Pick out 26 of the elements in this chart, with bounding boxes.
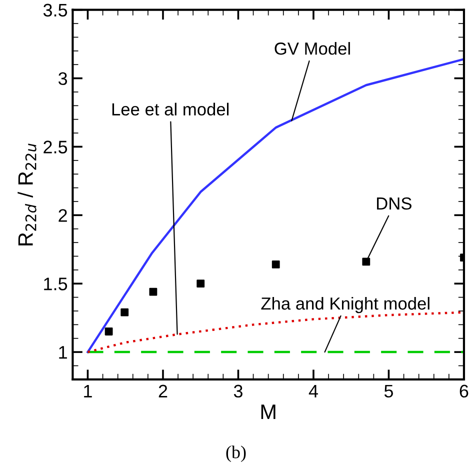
y-axis-title: R$_{22d}$ / R$_{22u}$ — [18, 144, 36, 246]
x-tick-label: 4 — [308, 384, 318, 398]
annotation: DNS — [377, 197, 412, 210]
annotation: Lee et al model — [112, 102, 229, 116]
point — [272, 260, 280, 268]
y-tick-label: 3.5 — [43, 4, 68, 17]
point — [196, 280, 205, 288]
x-axis-title: M — [261, 404, 276, 419]
y-tick-label: 1.5 — [44, 278, 68, 290]
x-tick-label: 1 — [84, 384, 92, 398]
y-tick-label: 2.5 — [44, 140, 68, 154]
point — [362, 258, 370, 266]
text: (b) — [226, 446, 246, 462]
x-tick-label: 5 — [384, 384, 393, 398]
point — [104, 328, 113, 336]
line-series — [86, 58, 464, 354]
annotation: GV Model — [274, 42, 350, 55]
y-tick-label: 2 — [58, 209, 67, 222]
x-tick-label: 2 — [158, 384, 168, 398]
x-tick-label: 3 — [234, 384, 242, 398]
point — [149, 288, 158, 296]
y-tick-label: 3 — [58, 72, 68, 86]
x-tick-label: 6 — [460, 384, 468, 398]
y-tick-label: 1 — [59, 346, 67, 359]
annotation: Zha and Knight model — [261, 296, 430, 314]
point — [120, 308, 129, 316]
